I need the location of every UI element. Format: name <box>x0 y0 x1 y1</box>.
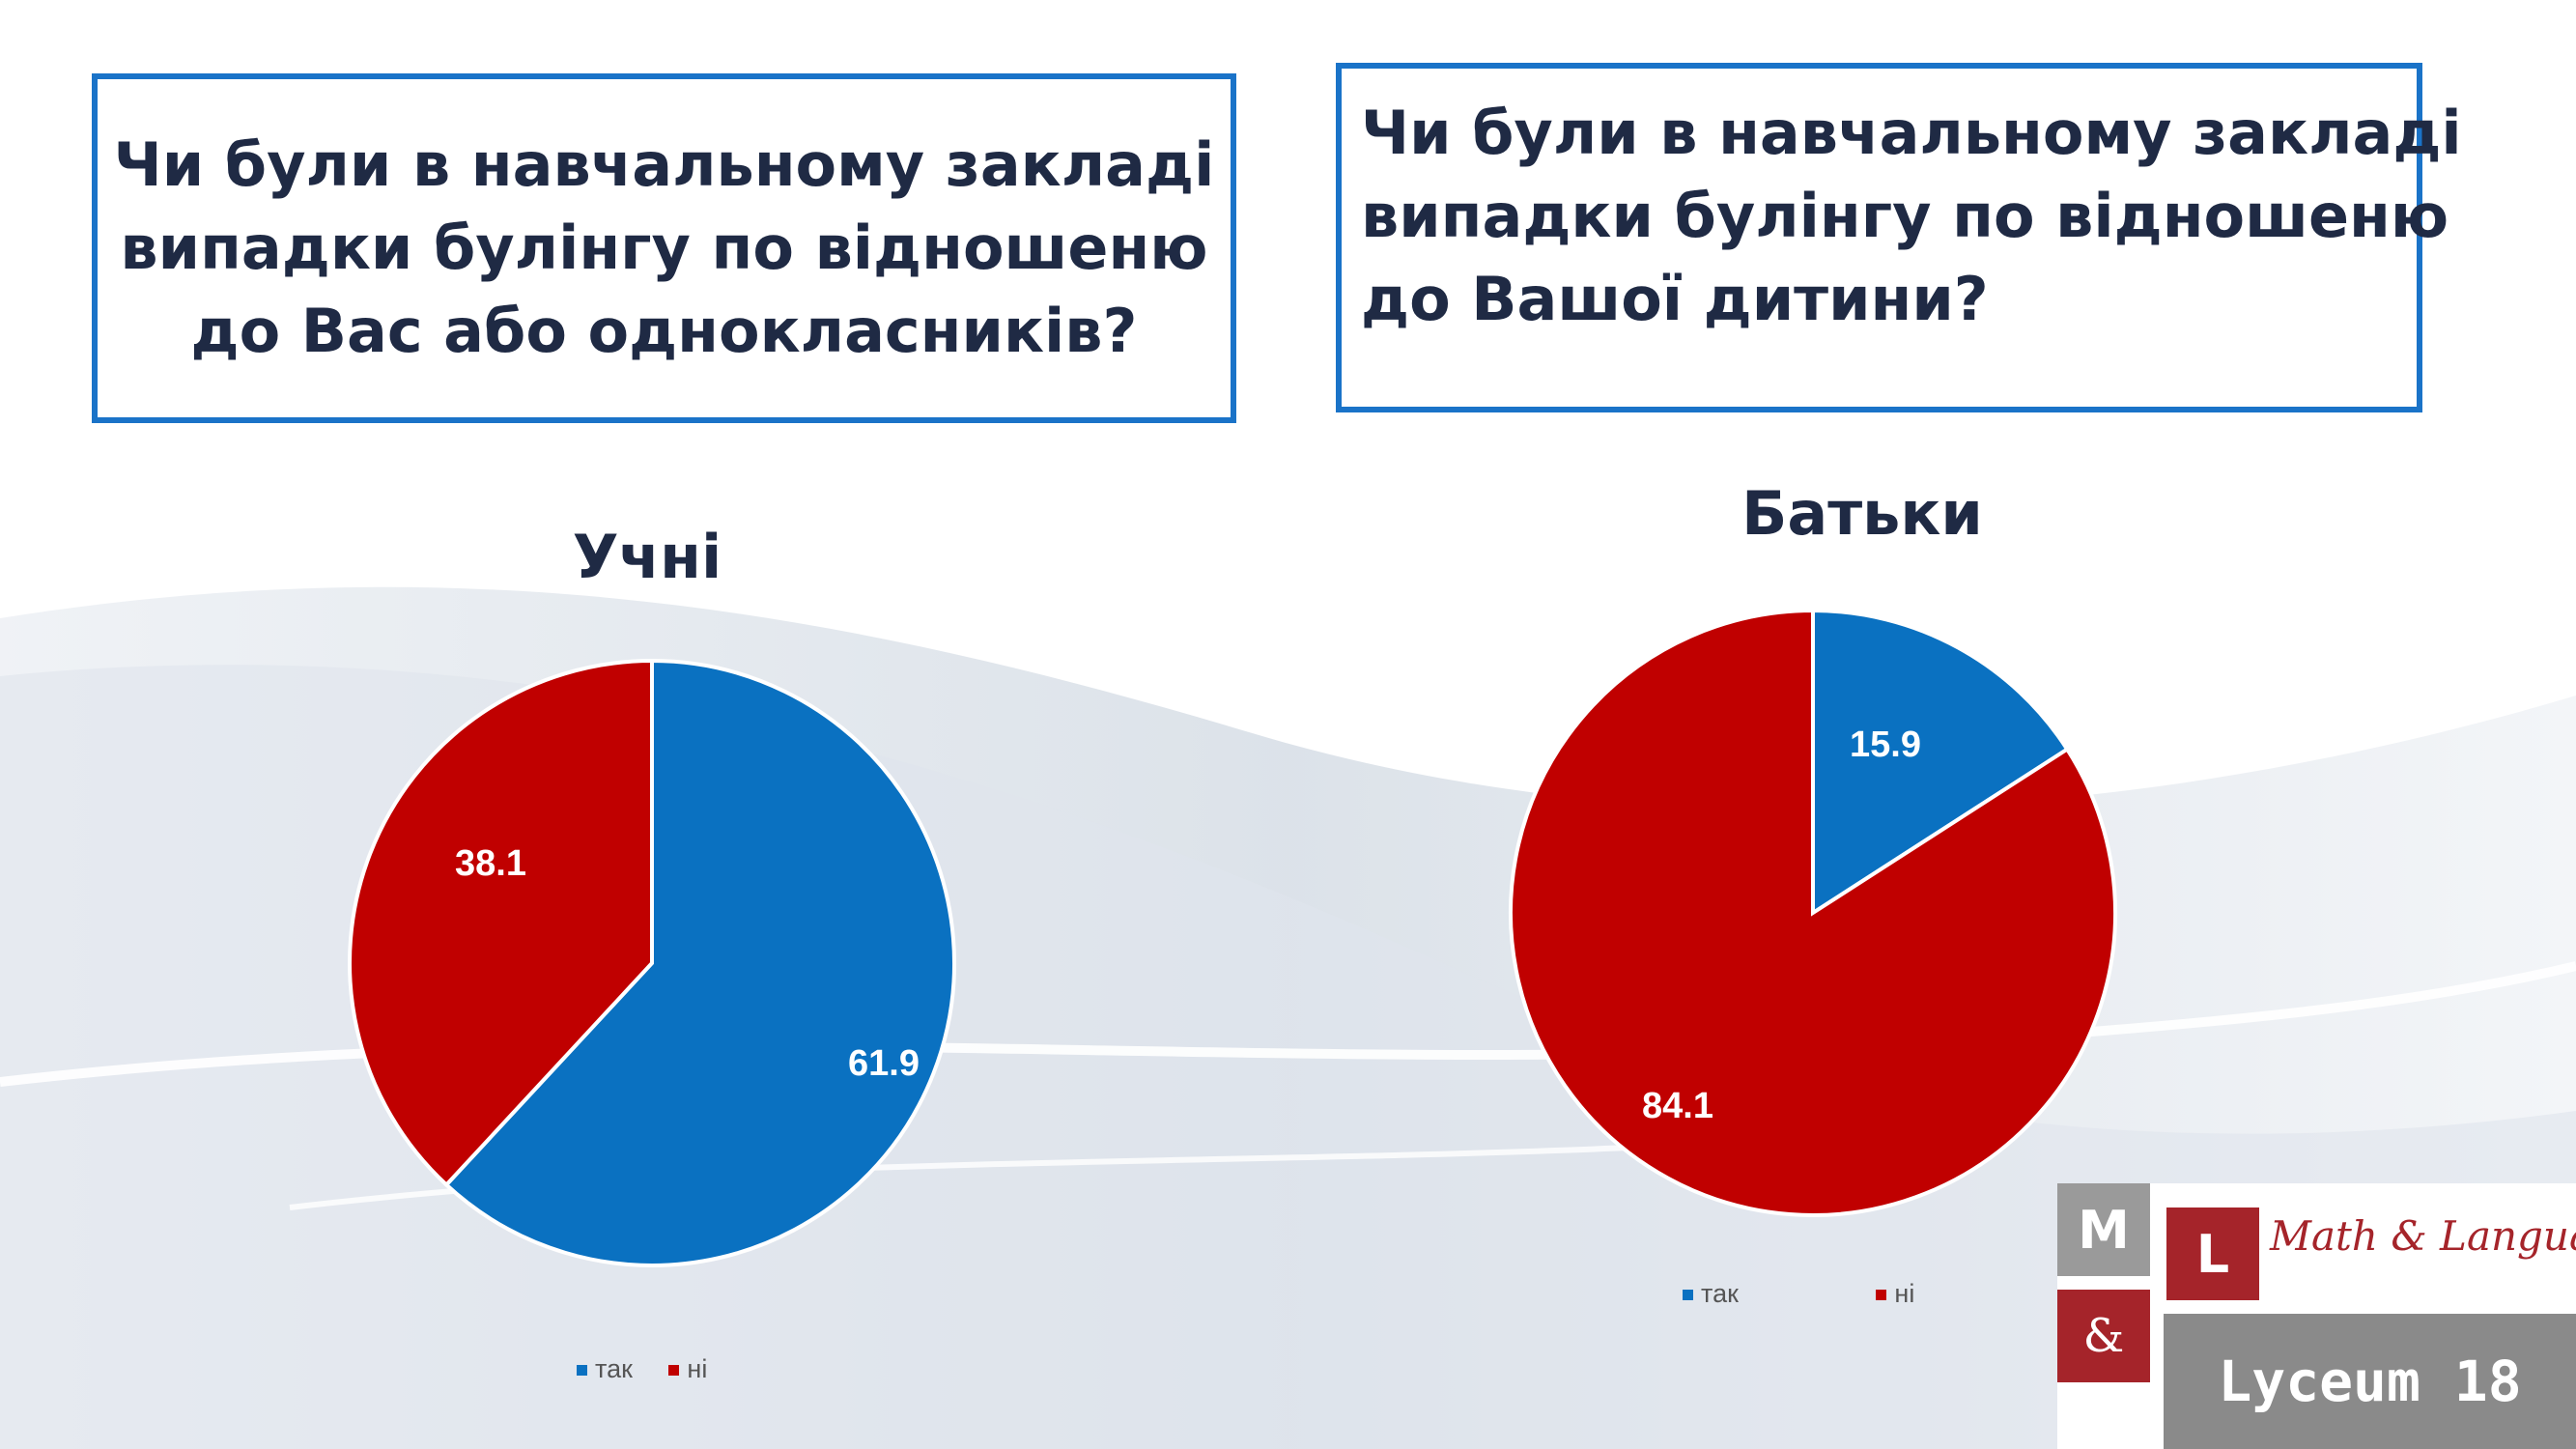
question-box-parents: Чи були в навчальному закладі випадки бу… <box>1336 63 2462 412</box>
legend-item: ні <box>1876 1279 1914 1309</box>
legend-label: так <box>1701 1279 1739 1308</box>
legend-label: так <box>595 1354 633 1383</box>
chart-title-parents: Батьки <box>1741 478 1983 549</box>
pie-slice-так <box>443 658 956 1267</box>
question-line: випадки булінгу по відношеню <box>120 213 1208 283</box>
legend-students: так ні <box>577 1354 736 1384</box>
legend-swatch <box>577 1365 587 1377</box>
logo-script-text: Math & Language <box>2270 1212 2576 1260</box>
legend-item: так <box>577 1354 633 1384</box>
pie-slice-ні <box>348 658 654 1188</box>
legend-item: так <box>1683 1279 1739 1309</box>
logo-m-tile: M <box>2057 1183 2150 1276</box>
legend-parents: так ні <box>1683 1279 2045 1309</box>
lyceum-logo: M L & Math & Language Lyceum 18 <box>2057 1183 2576 1449</box>
legend-swatch <box>1683 1290 1693 1301</box>
question-line: до Вас або однокласників? <box>190 296 1138 366</box>
question-box-students: Чи були в навчальному закладі випадки бу… <box>92 73 1236 423</box>
logo-l-tile: L <box>2166 1208 2259 1300</box>
logo-ampersand-tile: & <box>2057 1290 2150 1382</box>
data-label: 38.1 <box>455 843 526 884</box>
data-label: 84.1 <box>1642 1086 1713 1126</box>
legend-label: ні <box>687 1354 708 1383</box>
legend-label: ні <box>1894 1279 1915 1308</box>
legend-swatch <box>668 1365 680 1377</box>
question-line: випадки булінгу по відношеню <box>1361 181 2449 251</box>
logo-lyceum-name: Lyceum 18 <box>2164 1314 2576 1449</box>
pie-slice-так <box>1811 608 2070 917</box>
pie-slice-ні <box>1509 608 2117 1217</box>
data-label: 15.9 <box>1850 724 1921 765</box>
question-line: Чи були в навчальному закладі <box>113 129 1215 200</box>
chart-title-students: Учні <box>572 522 722 592</box>
question-line: Чи були в навчальному закладі <box>1361 98 2462 168</box>
data-label: 61.9 <box>848 1043 920 1084</box>
question-line: до Вашої дитини? <box>1361 264 1989 334</box>
legend-swatch <box>1876 1290 1887 1301</box>
legend-item: ні <box>668 1354 707 1384</box>
